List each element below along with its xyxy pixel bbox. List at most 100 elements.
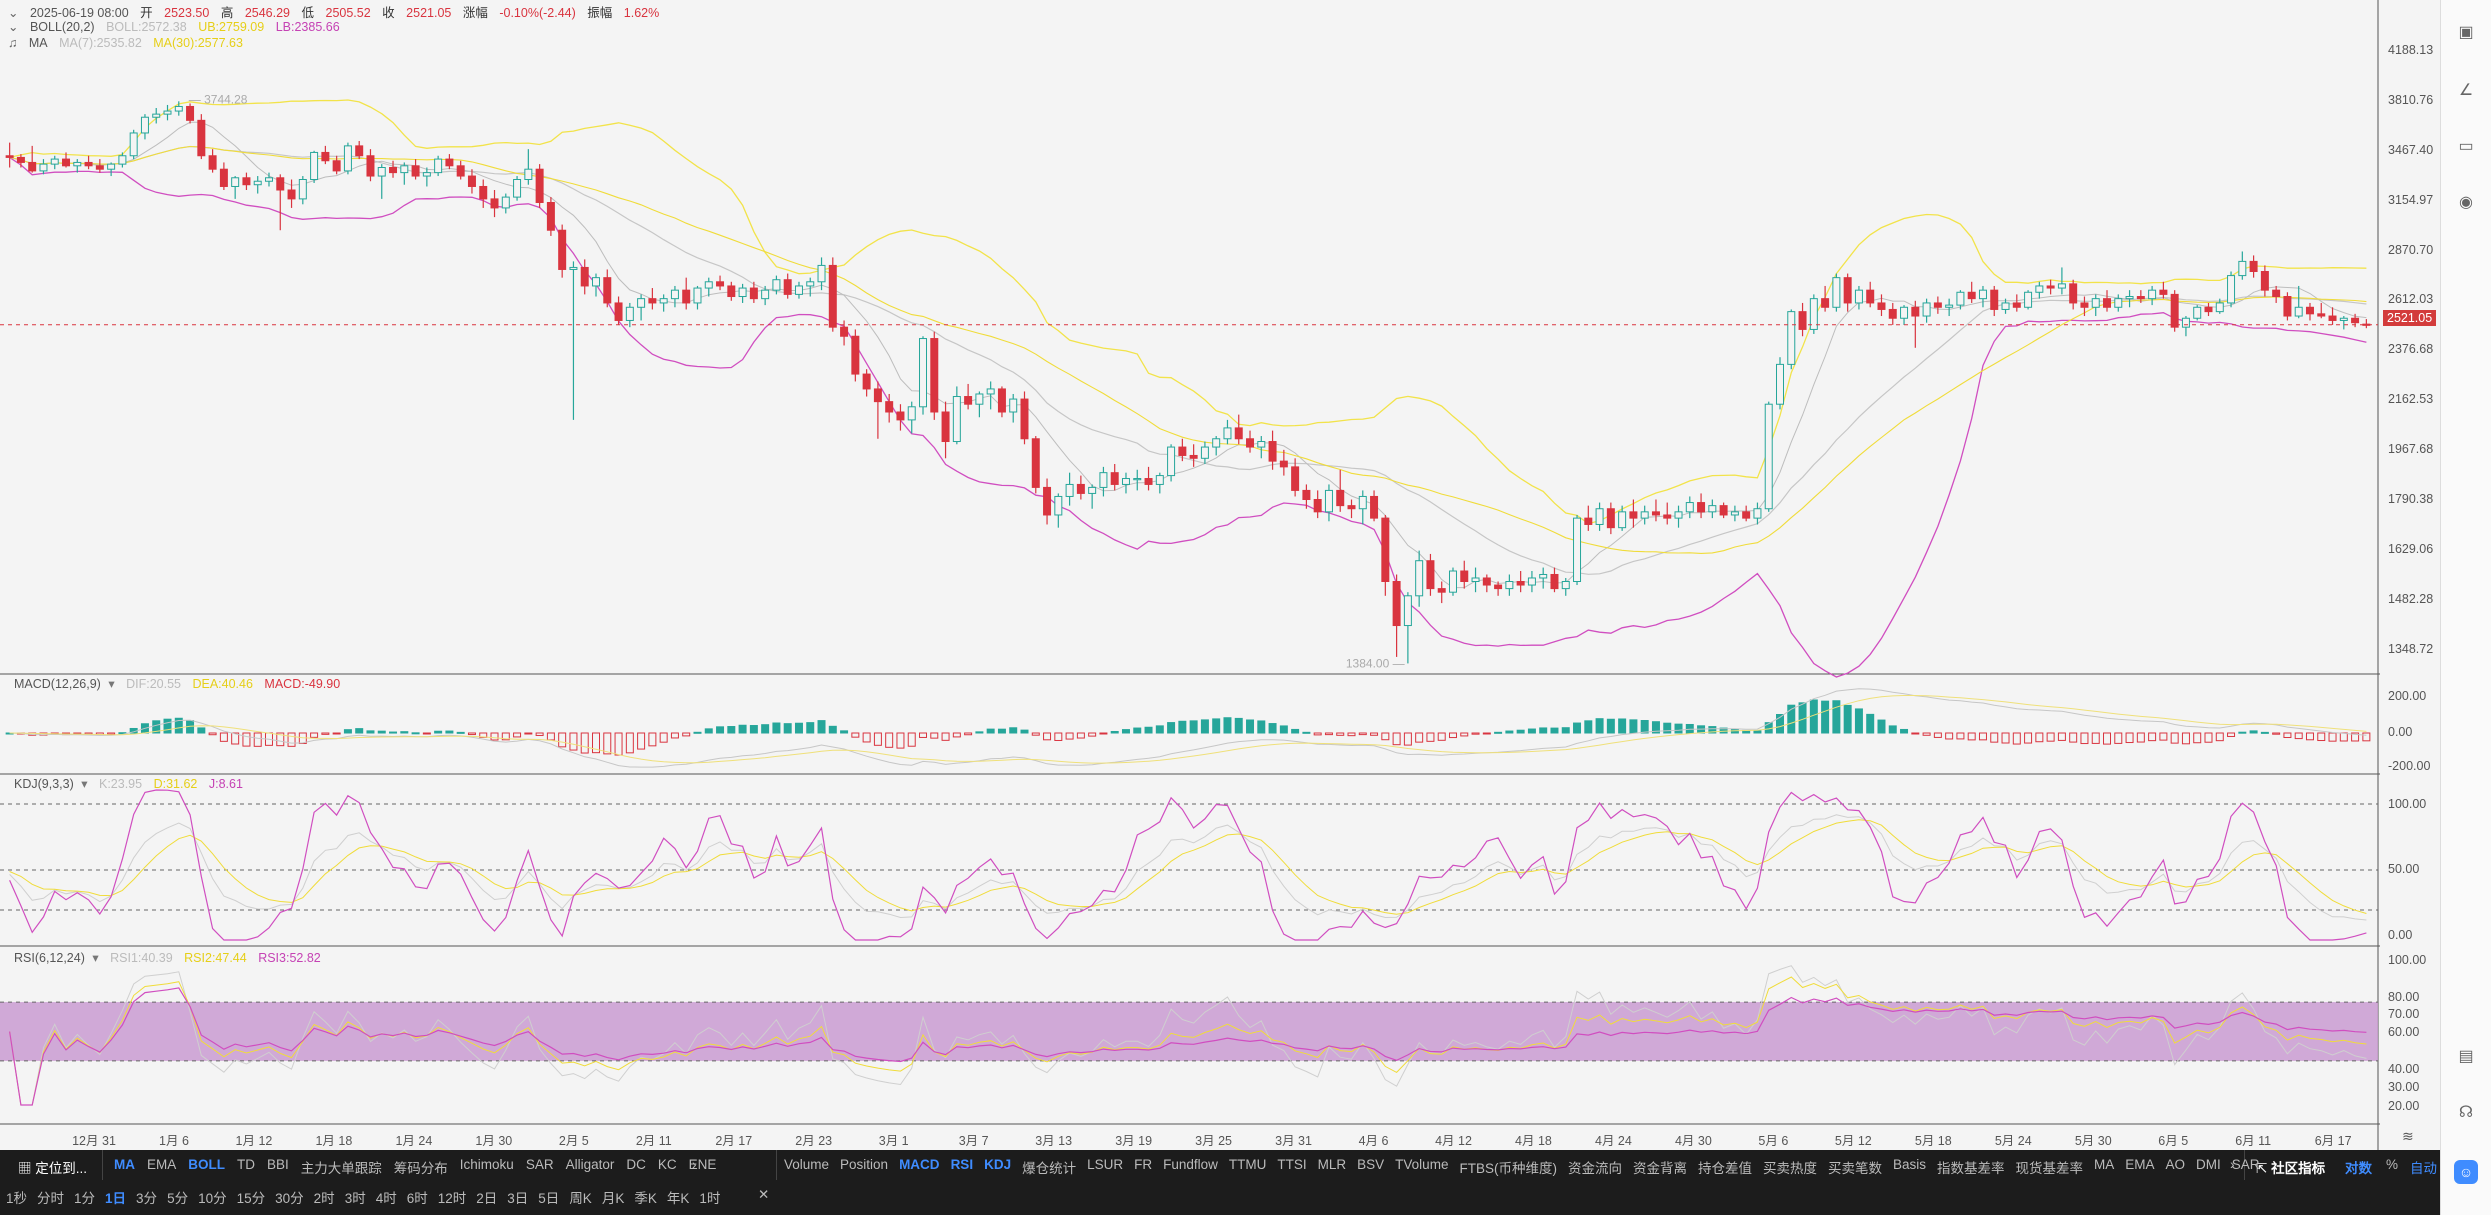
dropdown-icon[interactable]: ▾ bbox=[81, 777, 88, 791]
period-6[interactable]: 10分 bbox=[198, 1191, 227, 1206]
main-indicator-2[interactable]: BOLL bbox=[188, 1157, 226, 1172]
kdj-legend[interactable]: KDJ(9,3,3) ▾ K:23.95 D:31.62 J:8.61 bbox=[14, 776, 251, 791]
main-indicator-5[interactable]: 主力大单跟踪 bbox=[300, 1161, 382, 1176]
close-icon[interactable]: ✕ bbox=[758, 1187, 770, 1202]
sub-indicator-14[interactable]: FTBS(币种维度) bbox=[1459, 1161, 1557, 1176]
boll-legend[interactable]: ⌄ BOLL(20,2) BOLL:2572.38 UB:2759.09 LB:… bbox=[8, 19, 348, 34]
sub-indicator-11[interactable]: MLR bbox=[1317, 1157, 1347, 1172]
sub-indicator-10[interactable]: TTSI bbox=[1277, 1157, 1307, 1172]
screen-icon[interactable]: ▭ bbox=[2458, 138, 2474, 155]
dropdown-icon[interactable]: ▾ bbox=[92, 951, 99, 965]
period-10[interactable]: 3时 bbox=[344, 1191, 366, 1206]
sub-indicator-6[interactable]: LSUR bbox=[1087, 1157, 1124, 1172]
period-14[interactable]: 2日 bbox=[476, 1191, 498, 1206]
main-indicator-6[interactable]: 筹码分布 bbox=[393, 1161, 448, 1176]
sub-indicator-2[interactable]: MACD bbox=[899, 1157, 940, 1172]
axis-settings-icon[interactable]: ≋ bbox=[2402, 1128, 2414, 1144]
broadcast-icon[interactable]: ◉ bbox=[2459, 194, 2473, 211]
sub-indicator-19[interactable]: 买卖笔数 bbox=[1827, 1161, 1882, 1176]
sub-indicator-25[interactable]: AO bbox=[2165, 1157, 2185, 1172]
period-21[interactable]: 1时 bbox=[699, 1191, 721, 1206]
sub-indicator-3[interactable]: RSI bbox=[950, 1157, 974, 1172]
community-indicators[interactable]: ⇱ 社区指标 bbox=[2256, 1161, 2326, 1176]
sub-indicator-9[interactable]: TTMU bbox=[1228, 1157, 1267, 1172]
sub-indicator-5[interactable]: 爆仓统计 bbox=[1022, 1161, 1077, 1176]
period-0[interactable]: 1秒 bbox=[6, 1191, 28, 1206]
sub-indicator-26[interactable]: DMI bbox=[2196, 1157, 2221, 1172]
kline-chart[interactable]: — 3744.28 1384.00 — bbox=[0, 0, 2380, 1150]
bot-icon[interactable]: ☺ bbox=[2454, 1160, 2478, 1184]
trend-line-icon[interactable]: ∠ bbox=[2458, 82, 2474, 99]
candle-body bbox=[456, 165, 465, 177]
main-indicator-8[interactable]: SAR bbox=[525, 1157, 554, 1172]
period-17[interactable]: 周K bbox=[569, 1191, 592, 1206]
rsi-legend[interactable]: RSI(6,12,24) ▾ RSI1:40.39 RSI2:47.44 RSI… bbox=[14, 950, 329, 965]
main-indicator-10[interactable]: DC bbox=[626, 1157, 646, 1172]
sub-indicator-4[interactable]: KDJ bbox=[984, 1157, 1012, 1172]
period-16[interactable]: 5日 bbox=[538, 1191, 560, 1206]
main-indicator-0[interactable]: MA bbox=[114, 1157, 135, 1172]
rsi-tick: 20.00 bbox=[2388, 1099, 2420, 1113]
collapse-icon[interactable]: ⌄ bbox=[8, 20, 19, 34]
scale-auto-button[interactable]: 自动 bbox=[2410, 1161, 2437, 1176]
macd-bar bbox=[1866, 713, 1875, 734]
period-8[interactable]: 30分 bbox=[275, 1191, 304, 1206]
collapse-icon[interactable]: ⌄ bbox=[8, 6, 19, 20]
main-indicator-11[interactable]: KC bbox=[657, 1157, 677, 1172]
period-15[interactable]: 3日 bbox=[507, 1191, 529, 1206]
period-20[interactable]: 年K bbox=[666, 1191, 690, 1206]
sub-indicator-20[interactable]: Basis bbox=[1892, 1157, 1926, 1172]
ma-legend[interactable]: ♫ MA MA(7):2535.82 MA(30):2577.63 bbox=[8, 36, 251, 50]
main-indicator-1[interactable]: EMA bbox=[147, 1157, 177, 1172]
main-indicator-3[interactable]: TD bbox=[237, 1157, 256, 1172]
period-12[interactable]: 6时 bbox=[406, 1191, 428, 1206]
macd-legend[interactable]: MACD(12,26,9) ▾ DIF:20.55 DEA:40.46 MACD… bbox=[14, 676, 348, 691]
sub-indicator-24[interactable]: EMA bbox=[2125, 1157, 2155, 1172]
candle-body bbox=[749, 287, 758, 300]
sub-indicator-21[interactable]: 指数基差率 bbox=[1936, 1161, 2005, 1176]
period-13[interactable]: 12时 bbox=[437, 1191, 467, 1206]
scale-log-button[interactable]: 对数 bbox=[2345, 1161, 2372, 1176]
scale-percent-button[interactable]: % bbox=[2386, 1157, 2399, 1172]
main-indicator-9[interactable]: Alligator bbox=[565, 1157, 615, 1172]
period-9[interactable]: 2时 bbox=[313, 1191, 335, 1206]
main-indicator-7[interactable]: Ichimoku bbox=[459, 1157, 514, 1172]
sub-indicator-0[interactable]: Volume bbox=[784, 1157, 830, 1172]
more-main-icon[interactable]: › bbox=[692, 1157, 697, 1172]
sub-indicator-7[interactable]: FR bbox=[1134, 1157, 1153, 1172]
sub-indicator-12[interactable]: BSV bbox=[1357, 1157, 1385, 1172]
sub-indicator-13[interactable]: TVolume bbox=[1395, 1157, 1449, 1172]
bell-icon[interactable]: ♫ bbox=[8, 36, 18, 50]
candle-body bbox=[1990, 289, 1999, 310]
more-sub-icon[interactable]: › bbox=[2230, 1157, 2235, 1172]
headset-icon[interactable]: ☊ bbox=[2458, 1104, 2474, 1121]
rsi-band bbox=[0, 1002, 2378, 1061]
period-18[interactable]: 月K bbox=[601, 1191, 625, 1206]
sub-indicator-16[interactable]: 资金背离 bbox=[1632, 1161, 1687, 1176]
camera-icon[interactable]: ▣ bbox=[2458, 24, 2474, 41]
sub-indicator-22[interactable]: 现货基差率 bbox=[2015, 1161, 2083, 1176]
period-1[interactable]: 分时 bbox=[37, 1191, 65, 1206]
period-11[interactable]: 4时 bbox=[375, 1191, 397, 1206]
chart-stage[interactable]: — 3744.28 1384.00 — bbox=[0, 0, 2380, 1150]
locate-button[interactable]: ▦ 定位到... bbox=[18, 1161, 88, 1176]
sub-indicator-18[interactable]: 买卖热度 bbox=[1762, 1161, 1817, 1176]
sub-indicator-8[interactable]: Fundflow bbox=[1163, 1157, 1218, 1172]
main-indicator-4[interactable]: BBI bbox=[267, 1157, 289, 1172]
period-3[interactable]: 1日 bbox=[105, 1191, 127, 1206]
dropdown-icon[interactable]: ▾ bbox=[108, 677, 115, 691]
sub-indicator-27[interactable]: SAR bbox=[2231, 1157, 2260, 1172]
sub-indicator-23[interactable]: MA bbox=[2093, 1157, 2115, 1172]
period-4[interactable]: 3分 bbox=[136, 1191, 158, 1206]
period-5[interactable]: 5分 bbox=[167, 1191, 189, 1206]
sub-indicator-15[interactable]: 资金流向 bbox=[1567, 1161, 1622, 1176]
chart-background bbox=[0, 0, 2380, 1150]
period-7[interactable]: 15分 bbox=[236, 1191, 266, 1206]
candle-body bbox=[1843, 277, 1852, 304]
sub-indicator-1[interactable]: Position bbox=[840, 1157, 889, 1172]
layout-icon[interactable]: ▤ bbox=[2458, 1048, 2474, 1065]
main-indicator-12[interactable]: ENE bbox=[688, 1157, 717, 1172]
period-19[interactable]: 季K bbox=[634, 1191, 657, 1206]
period-2[interactable]: 1分 bbox=[74, 1191, 96, 1206]
sub-indicator-17[interactable]: 持仓差值 bbox=[1697, 1161, 1752, 1176]
